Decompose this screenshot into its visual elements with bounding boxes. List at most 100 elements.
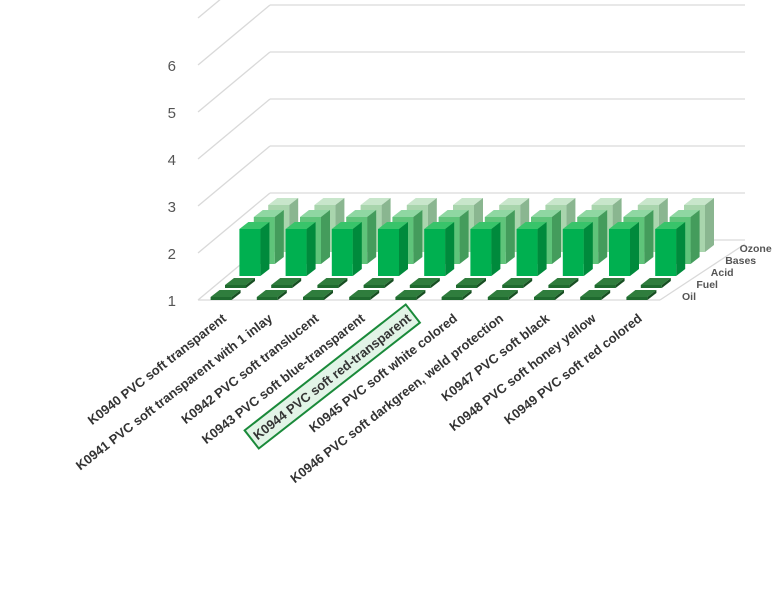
y-tick-label: 2	[168, 246, 176, 263]
bar-top	[285, 222, 316, 229]
bar	[456, 278, 486, 288]
bar-side	[569, 278, 579, 288]
y-tick-label: 1	[168, 293, 176, 310]
bar-top	[346, 210, 377, 217]
bar	[395, 290, 426, 300]
bar-front	[640, 285, 662, 288]
category-label: K0941 PVC soft transparent with 1 inlay	[73, 310, 276, 473]
bar-top	[456, 278, 486, 285]
bar-top	[655, 222, 686, 229]
bar-top	[609, 222, 639, 229]
bar-front	[470, 229, 492, 276]
bar-side	[321, 210, 330, 264]
bar-side	[705, 198, 714, 252]
bar-top	[516, 222, 547, 229]
bar-side	[430, 278, 440, 288]
bar-side	[523, 278, 533, 288]
bar-front	[409, 285, 431, 288]
bar-side	[231, 290, 241, 300]
bar	[534, 290, 564, 300]
bar-top	[591, 198, 622, 205]
bar	[317, 278, 348, 288]
bar-top	[239, 222, 270, 229]
bar	[225, 278, 255, 288]
bar	[303, 290, 333, 300]
bar-side	[630, 222, 639, 276]
bar-side	[615, 278, 625, 288]
series-label: Bases	[725, 255, 756, 267]
bar-front	[487, 297, 509, 300]
bar-side	[459, 210, 469, 264]
bar-front	[225, 285, 246, 288]
bar-side	[647, 290, 657, 300]
bar	[516, 222, 547, 276]
bar-top	[317, 278, 348, 285]
bar-front	[349, 297, 371, 300]
bar-top	[406, 198, 437, 205]
bar-front	[424, 229, 446, 276]
bar	[626, 290, 657, 300]
bar-top	[363, 278, 394, 285]
bar	[609, 222, 639, 276]
bar-front	[580, 297, 602, 300]
bar-top	[669, 210, 700, 217]
bar-top	[577, 210, 608, 217]
bar-side	[644, 210, 654, 264]
bar-top	[271, 278, 302, 285]
bar-top	[594, 278, 625, 285]
bar	[441, 290, 472, 300]
bar-side	[260, 222, 270, 276]
y-tick-label: 5	[168, 105, 176, 122]
bar-side	[367, 210, 377, 264]
bar	[256, 290, 287, 300]
bar-top	[453, 198, 483, 205]
bar-front	[562, 229, 584, 276]
y-tick-label: 6	[168, 58, 176, 75]
bar	[655, 222, 686, 276]
bar-top	[580, 290, 611, 297]
bar-top	[470, 222, 501, 229]
bar-side	[370, 290, 380, 300]
bar-top	[225, 278, 255, 285]
bar-front	[502, 285, 524, 288]
bar-top	[684, 198, 714, 205]
bar-side	[462, 290, 472, 300]
bar-side	[477, 278, 486, 288]
bar-top	[623, 210, 654, 217]
bar-top	[626, 290, 657, 297]
gridline-side	[197, 51, 271, 113]
bar-top	[545, 198, 576, 205]
bar-side	[306, 222, 316, 276]
bar	[470, 222, 501, 276]
bar-top	[562, 222, 593, 229]
bar-side	[324, 290, 333, 300]
bar-side	[601, 290, 611, 300]
bar-front	[256, 297, 278, 300]
category-label-group: K0941 PVC soft transparent with 1 inlay	[73, 310, 276, 473]
bar	[502, 278, 533, 288]
bar-side	[274, 210, 284, 264]
gridline-side	[197, 145, 271, 207]
bar-side	[508, 290, 518, 300]
y-tick-label: 4	[168, 152, 176, 169]
series-label: Oil	[682, 291, 696, 303]
bar-front	[271, 285, 293, 288]
bar-front	[317, 285, 339, 288]
series-label: Fuel	[696, 279, 718, 291]
gridline-side	[197, 0, 221, 19]
bar	[378, 222, 408, 276]
bar-front	[594, 285, 616, 288]
bar-front	[548, 285, 570, 288]
bar-front	[456, 285, 477, 288]
bar-front	[285, 229, 307, 276]
bar-front	[331, 229, 353, 276]
bar-top	[210, 290, 241, 297]
bar-top	[531, 210, 561, 217]
bar-side	[555, 290, 564, 300]
bar-front	[441, 297, 463, 300]
bar-front	[395, 297, 417, 300]
bar-front	[378, 229, 399, 276]
bar-top	[548, 278, 579, 285]
gridline-side	[197, 192, 271, 254]
